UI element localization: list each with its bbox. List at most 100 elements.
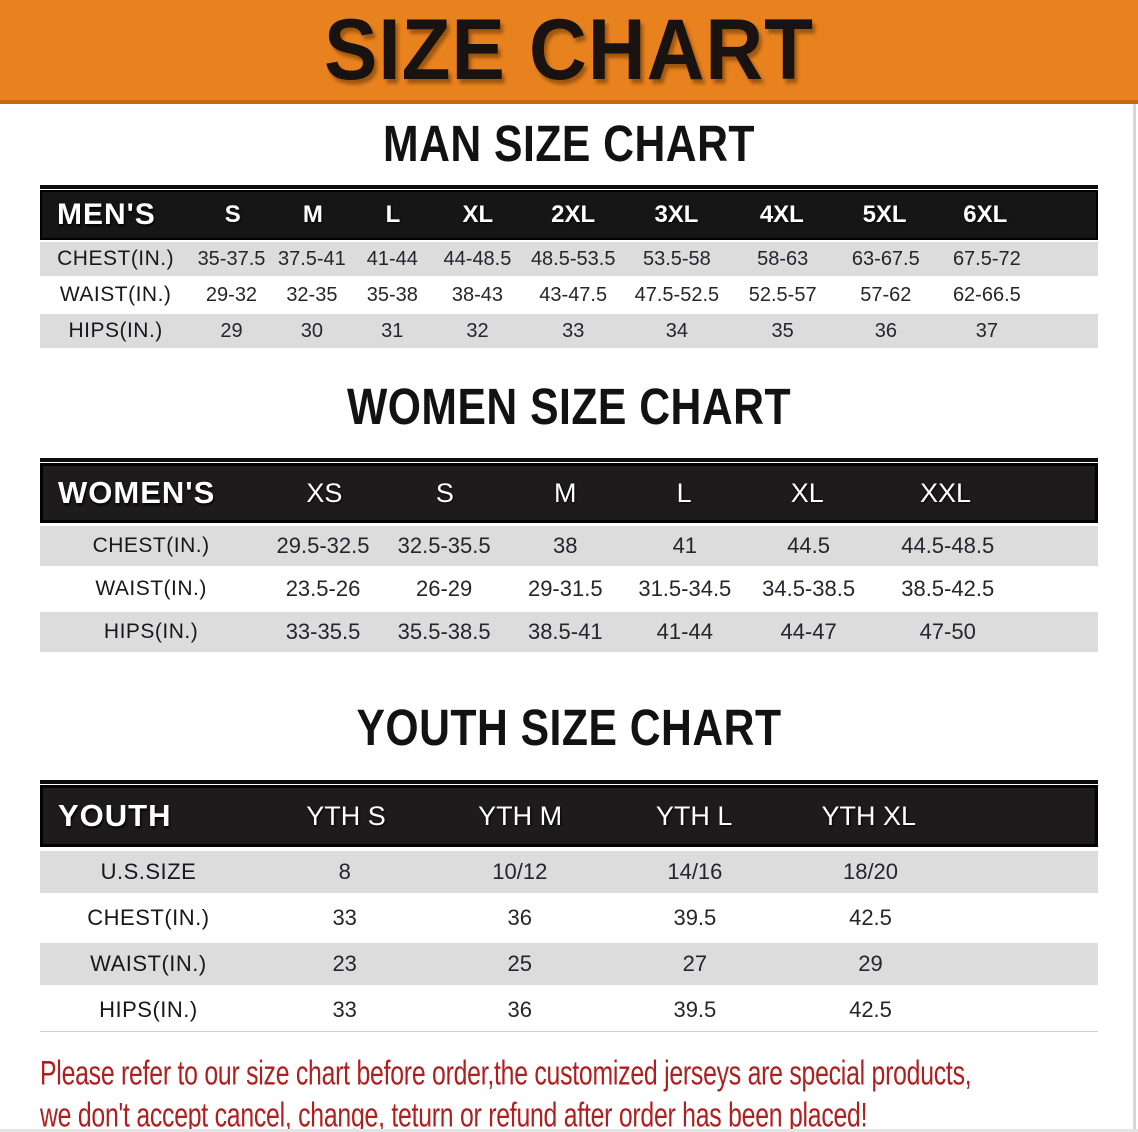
cell-value: 63-67.5 xyxy=(851,247,920,270)
women-header-row: WOMEN'S XS S M L XL XXL xyxy=(40,463,1098,523)
column-header: 6XL xyxy=(963,201,1008,228)
women-size-table: WOMEN'S XS S M L XL XXL CHEST(IN.) 29.5-32.5 32.5… xyxy=(40,458,1098,652)
column-header: XS xyxy=(306,477,343,508)
cell-value: 35-38 xyxy=(366,283,418,306)
column-header: 4XL xyxy=(759,201,804,228)
cell-value: 38.5-42.5 xyxy=(901,576,995,601)
column-header: YTH S xyxy=(306,800,386,831)
column-header: XL xyxy=(790,477,824,508)
cell-value: 33 xyxy=(332,905,357,930)
row-label: WAIST(IN.) xyxy=(90,951,207,976)
cell-value: 42.5 xyxy=(849,905,892,930)
table-row: HIPS(IN.) 29 30 31 32 33 34 35 36 37 xyxy=(40,314,1098,348)
men-section: MAN SIZE CHART MEN'S S M L XL 2XL 3XL 4XL 5XL 6XL C… xyxy=(0,116,1138,348)
table-row: HIPS(IN.) 33-35.5 35.5-38.5 38.5-41 41-44 44-… xyxy=(40,612,1098,652)
women-section-heading: WOMEN SIZE CHART xyxy=(346,379,792,436)
cell-value: 41 xyxy=(672,533,698,558)
cell-value: 47.5-52.5 xyxy=(634,283,720,306)
row-label: CHEST(IN.) xyxy=(92,534,210,557)
cell-value: 58-63 xyxy=(757,247,809,270)
cell-value: 25 xyxy=(507,951,533,976)
men-header-row: MEN'S S M L XL 2XL 3XL 4XL 5XL 6XL xyxy=(40,190,1098,240)
row-label: WAIST(IN.) xyxy=(59,283,172,306)
cell-value: 35 xyxy=(771,319,794,342)
cell-value: 38 xyxy=(553,533,578,558)
cell-value: 29-32 xyxy=(205,283,258,306)
cell-value: 27 xyxy=(682,951,708,976)
row-label: HIPS(IN.) xyxy=(68,319,163,342)
cell-value: 39.5 xyxy=(673,997,717,1022)
order-notice: Please refer to our size chart before or… xyxy=(40,1053,1138,1132)
column-header: 3XL xyxy=(654,201,699,228)
cell-value: 33 xyxy=(562,319,585,342)
table-row: WAIST(IN.) 23 25 27 29 xyxy=(40,943,1098,985)
banner: SIZE CHART xyxy=(0,0,1138,104)
column-header: 2XL xyxy=(551,201,596,228)
cell-value: 29.5-32.5 xyxy=(276,533,370,558)
cell-value: 32 xyxy=(466,319,489,342)
cell-value: 35.5-38.5 xyxy=(397,619,491,644)
cell-value: 44.5-48.5 xyxy=(901,533,995,558)
cell-value: 18/20 xyxy=(842,859,899,884)
table-row: HIPS(IN.) 33 36 39.5 42.5 xyxy=(40,989,1098,1031)
table-row: WAIST(IN.) 23.5-26 26-29 29-31.5 31.5-34.5 34… xyxy=(40,569,1098,609)
cell-value: 47-50 xyxy=(919,619,976,644)
cell-value: 39.5 xyxy=(673,905,717,930)
youth-size-table: YOUTH YTH S YTH M YTH L YTH XL U.S.SIZE 8 10/12… xyxy=(40,780,1098,1032)
cell-value: 14/16 xyxy=(667,859,723,884)
cell-value: 44-48.5 xyxy=(443,247,512,270)
cell-value: 36 xyxy=(507,997,533,1022)
notice-line-2: we don't accept cancel, change, teturn o… xyxy=(40,1095,868,1132)
cell-value: 52.5-57 xyxy=(748,283,817,306)
table-row: CHEST(IN.) 29.5-32.5 32.5-35.5 38 41 44.5 44.5… xyxy=(40,526,1098,566)
cell-value: 37.5-41 xyxy=(277,247,346,270)
cell-value: 32.5-35.5 xyxy=(397,533,491,558)
page-edge-bottom xyxy=(0,1129,1138,1132)
size-sections: MAN SIZE CHART MEN'S S M L XL 2XL 3XL 4XL 5XL 6XL C… xyxy=(0,116,1138,1032)
cell-value: 41-44 xyxy=(366,247,418,270)
row-label: WAIST(IN.) xyxy=(95,577,207,600)
column-header: S xyxy=(224,201,241,228)
cell-value: 34 xyxy=(665,319,688,342)
table-row: CHEST(IN.) 35-37.5 37.5-41 41-44 44-48.5 48.5… xyxy=(40,242,1098,276)
cell-value: 36 xyxy=(874,319,897,342)
table-row: CHEST(IN.) 33 36 39.5 42.5 xyxy=(40,897,1098,939)
youth-header-row: YOUTH YTH S YTH M YTH L YTH XL xyxy=(40,785,1098,847)
table-row: U.S.SIZE 8 10/12 14/16 18/20 xyxy=(40,851,1098,893)
table-row: WAIST(IN.) 29-32 32-35 35-38 38-43 43-47.5 47.… xyxy=(40,278,1098,312)
cell-value: 53.5-58 xyxy=(642,247,711,270)
page-title: SIZE CHART xyxy=(324,1,814,98)
page-edge-right xyxy=(1133,104,1136,1132)
cell-value: 33-35.5 xyxy=(285,619,361,644)
cell-value: 31.5-34.5 xyxy=(638,576,732,601)
cell-value: 57-62 xyxy=(860,283,912,306)
column-header: YTH XL xyxy=(821,800,917,831)
cell-value: 31 xyxy=(381,319,404,342)
cell-value: 23.5-26 xyxy=(285,576,361,601)
column-header: S xyxy=(435,477,454,508)
cell-value: 62-66.5 xyxy=(952,283,1021,306)
cell-value: 33 xyxy=(332,997,357,1022)
men-section-heading: MAN SIZE CHART xyxy=(383,116,755,173)
cell-value: 44.5 xyxy=(787,533,830,558)
cell-value: 23 xyxy=(332,951,357,976)
column-header: L xyxy=(385,201,401,228)
cell-value: 48.5-53.5 xyxy=(530,247,616,270)
table-corner-label: YOUTH xyxy=(58,798,172,833)
column-header: M xyxy=(302,201,323,228)
youth-section: YOUTH SIZE CHART YOUTH YTH S YTH M YTH L YTH … xyxy=(0,700,1138,1032)
cell-value: 38.5-41 xyxy=(527,619,603,644)
row-label: CHEST(IN.) xyxy=(87,905,210,930)
cell-value: 38-43 xyxy=(451,283,504,306)
cell-value: 44-47 xyxy=(780,619,837,644)
content: MAN SIZE CHART MEN'S S M L XL 2XL 3XL 4XL 5XL 6XL C… xyxy=(0,116,1138,1132)
column-header: YTH L xyxy=(655,800,733,831)
cell-value: 37 xyxy=(975,319,998,342)
notice-line-1: Please refer to our size chart before or… xyxy=(40,1053,972,1093)
cell-value: 67.5-72 xyxy=(952,247,1021,270)
cell-value: 10/12 xyxy=(492,859,548,884)
cell-value: 42.5 xyxy=(849,997,892,1022)
cell-value: 29 xyxy=(220,319,243,342)
cell-value: 32-35 xyxy=(286,283,338,306)
